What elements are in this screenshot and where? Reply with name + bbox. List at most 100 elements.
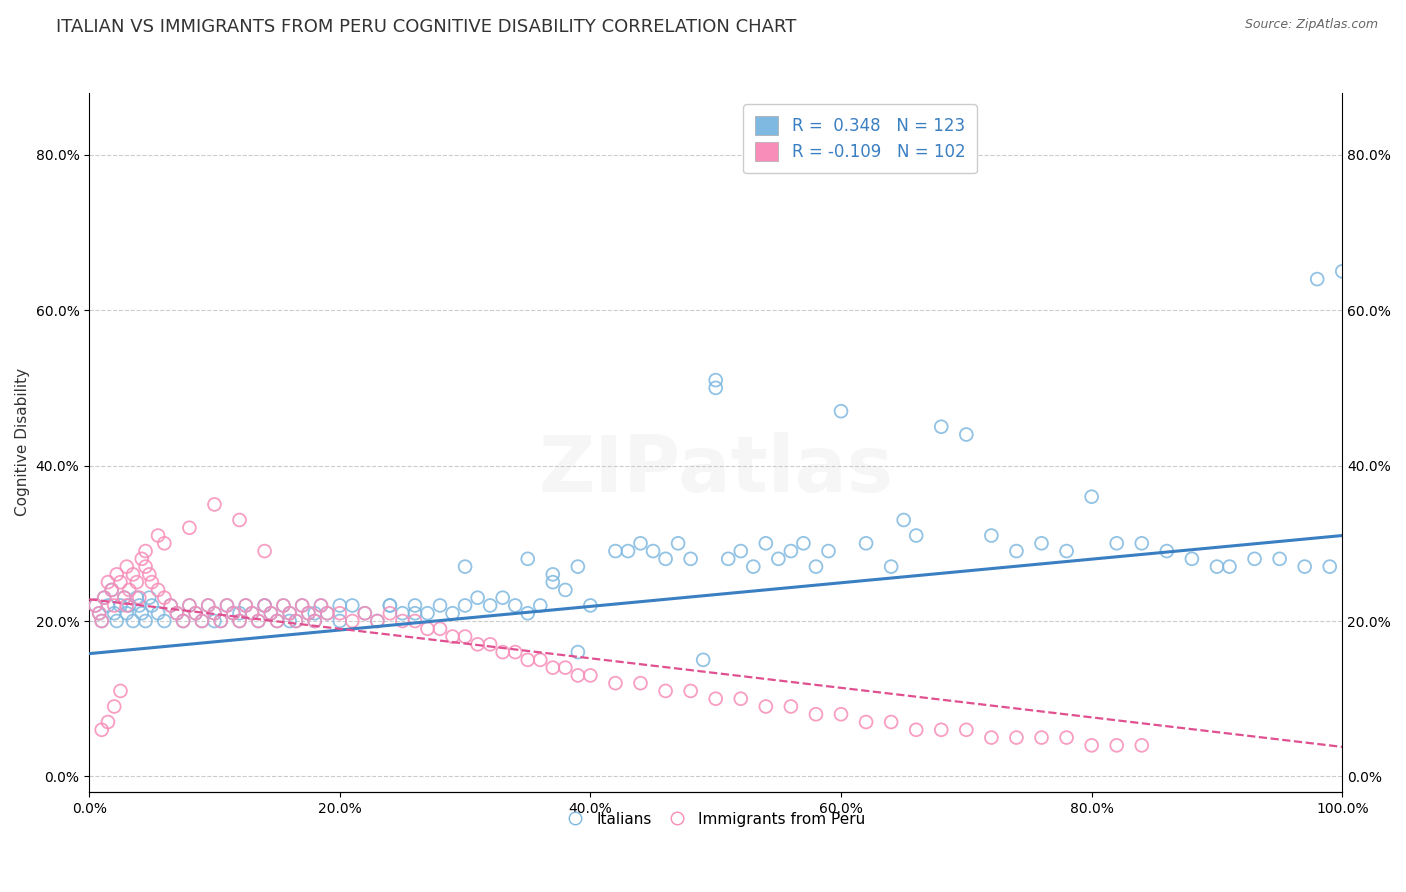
Point [209,614,232,628]
Point [235,599,257,613]
Point [554,660,576,674]
Point [278,614,301,628]
Point [273,599,295,613]
Point [1331,264,1354,278]
Point [97,599,120,613]
Point [929,723,952,737]
Point [617,544,640,558]
Point [579,599,602,613]
Point [342,599,364,613]
Point [454,559,477,574]
Point [516,552,538,566]
Point [1156,544,1178,558]
Point [316,606,339,620]
Point [141,575,163,590]
Point [284,614,307,628]
Point [197,599,219,613]
Point [366,614,388,628]
Point [110,599,132,613]
Point [112,591,135,605]
Point [204,606,226,620]
Point [880,559,903,574]
Point [166,606,188,620]
Point [179,599,201,613]
Point [1031,536,1053,550]
Point [780,699,803,714]
Point [429,599,451,613]
Point [329,599,352,613]
Point [297,606,319,620]
Point [1056,544,1078,558]
Point [118,599,141,613]
Point [1130,536,1153,550]
Point [516,653,538,667]
Point [880,714,903,729]
Point [1206,559,1229,574]
Point [89,606,111,620]
Point [103,699,125,714]
Point [391,614,413,628]
Point [467,591,489,605]
Point [1031,731,1053,745]
Point [304,606,326,620]
Point [228,614,250,628]
Point [1306,272,1329,286]
Point [378,599,401,613]
Point [704,691,727,706]
Point [704,373,727,387]
Point [404,614,426,628]
Point [730,544,752,558]
Point [304,614,326,628]
Point [138,567,160,582]
Point [1319,559,1341,574]
Point [146,582,169,597]
Point [247,614,270,628]
Point [247,614,270,628]
Point [391,606,413,620]
Point [100,582,122,597]
Point [128,591,150,605]
Point [404,606,426,620]
Point [240,606,263,620]
Text: ZIPatlas: ZIPatlas [538,433,893,508]
Point [159,599,181,613]
Point [329,606,352,620]
Point [191,614,214,628]
Point [1080,490,1102,504]
Point [253,599,276,613]
Point [125,591,148,605]
Point [768,552,790,566]
Point [179,599,201,613]
Point [454,630,477,644]
Point [191,614,214,628]
Point [297,606,319,620]
Point [112,591,135,605]
Point [179,521,201,535]
Point [172,614,194,628]
Point [284,614,307,628]
Point [138,591,160,605]
Point [222,606,245,620]
Point [228,606,250,620]
Point [184,606,207,620]
Point [309,599,332,613]
Point [253,599,276,613]
Point [366,614,388,628]
Point [929,419,952,434]
Point [209,614,232,628]
Point [353,606,375,620]
Point [654,684,676,698]
Point [541,567,564,582]
Point [1080,739,1102,753]
Point [159,599,181,613]
Point [605,544,627,558]
Point [980,731,1002,745]
Point [492,591,515,605]
Point [93,591,115,605]
Point [309,599,332,613]
Point [90,723,112,737]
Point [118,582,141,597]
Point [441,606,464,620]
Point [905,723,928,737]
Point [692,653,714,667]
